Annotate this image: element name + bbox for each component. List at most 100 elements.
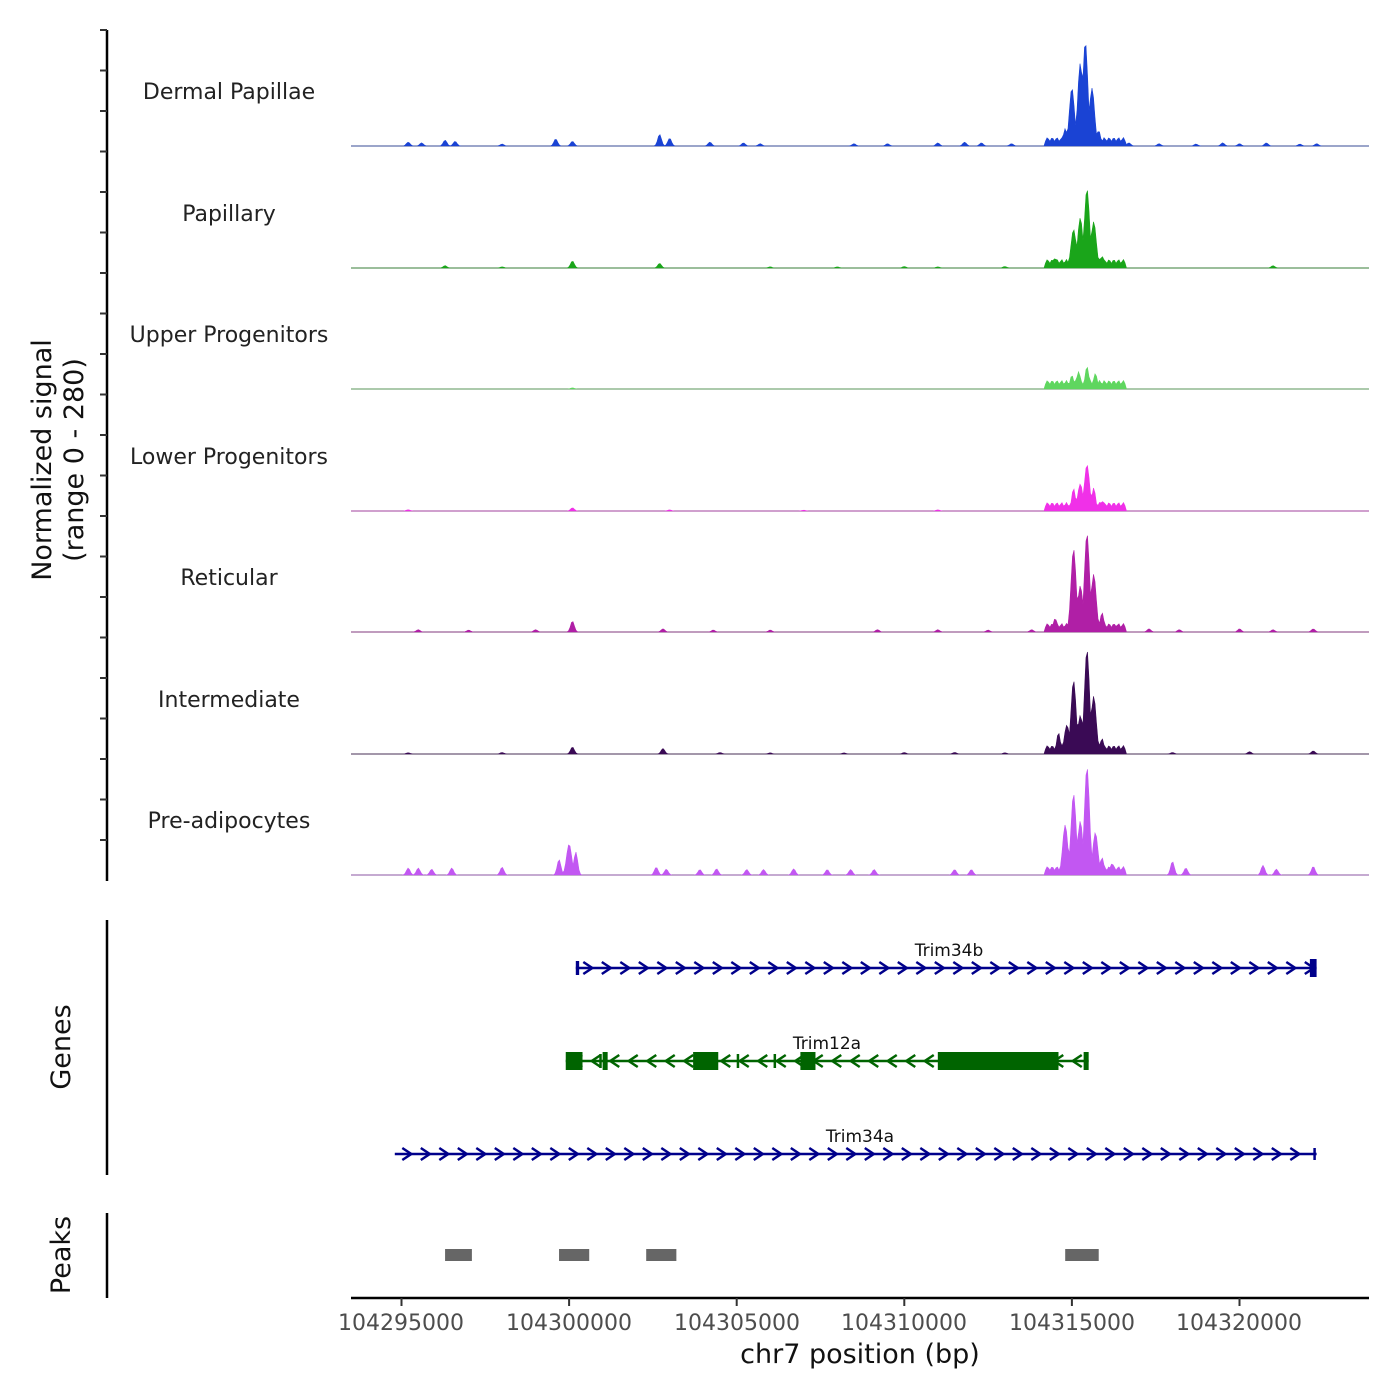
gene-model xyxy=(394,1146,1317,1162)
strand-arrow xyxy=(952,960,965,976)
strand-arrow xyxy=(656,960,669,976)
signal-tracks xyxy=(351,45,1369,876)
strand-arrow xyxy=(878,960,891,976)
strand-arrow xyxy=(679,1146,692,1162)
gene-exon xyxy=(575,961,580,975)
strand-arrow xyxy=(1267,960,1280,976)
strand-arrow xyxy=(848,1053,861,1069)
strand-arrow xyxy=(938,1146,951,1162)
x-tick-label: 104315000 xyxy=(1009,1311,1135,1336)
signal-area xyxy=(351,769,1369,876)
strand-arrow xyxy=(915,960,928,976)
strand-arrow xyxy=(1070,1053,1083,1069)
strand-arrow xyxy=(1104,1146,1117,1162)
strand-arrow xyxy=(716,1146,729,1162)
strand-arrow xyxy=(1230,960,1243,976)
x-axis-ticks xyxy=(400,1298,1241,1306)
signal-track xyxy=(351,769,1369,876)
signal-track xyxy=(351,190,1369,269)
strand-arrow xyxy=(512,1146,525,1162)
strand-arrow xyxy=(922,1053,935,1069)
strand-arrow xyxy=(1082,960,1095,976)
strand-arrow xyxy=(475,1146,488,1162)
strand-arrow xyxy=(1193,960,1206,976)
signal-track xyxy=(351,45,1369,147)
strand-arrow xyxy=(755,1053,768,1069)
y-axis-title-line1: Normalized signal xyxy=(27,339,58,581)
strand-arrow xyxy=(919,1146,932,1162)
track-label-dermal-papillae: Dermal Papillae xyxy=(143,80,315,105)
strand-arrow xyxy=(642,1146,655,1162)
strand-arrow xyxy=(1012,1146,1025,1162)
strand-arrow xyxy=(675,960,688,976)
strand-arrow xyxy=(494,1146,507,1162)
strand-arrow xyxy=(1211,960,1224,976)
x-axis-title: chr7 position (bp) xyxy=(740,1339,980,1370)
peak-region xyxy=(646,1249,677,1261)
strand-arrow xyxy=(589,1053,602,1069)
gene-exon xyxy=(1309,959,1317,977)
strand-arrow xyxy=(897,960,910,976)
strand-arrow xyxy=(712,960,725,976)
strand-arrow xyxy=(1049,1146,1062,1162)
strand-arrow xyxy=(753,1146,766,1162)
strand-arrow xyxy=(1252,1146,1265,1162)
strand-arrow xyxy=(1100,960,1113,976)
strand-arrow xyxy=(730,960,743,976)
strand-arrow xyxy=(774,1053,787,1069)
strand-arrow xyxy=(626,1053,639,1069)
strand-arrow xyxy=(767,960,780,976)
strand-arrow xyxy=(619,960,632,976)
strand-arrow xyxy=(718,1053,731,1069)
track-label-reticular: Reticular xyxy=(180,566,278,591)
strand-arrow xyxy=(823,960,836,976)
strand-arrow xyxy=(1123,1146,1136,1162)
strand-arrow xyxy=(1067,1146,1080,1162)
strand-arrow xyxy=(644,1053,657,1069)
gene-label-trim34b: Trim34b xyxy=(914,941,984,961)
strand-arrow xyxy=(1197,1146,1210,1162)
peak-region xyxy=(559,1249,590,1261)
gene-models xyxy=(394,959,1317,1162)
strand-arrow xyxy=(956,1146,969,1162)
strand-arrow xyxy=(790,1146,803,1162)
strand-arrow xyxy=(582,960,595,976)
strand-arrow xyxy=(934,960,947,976)
strand-arrow xyxy=(607,1053,620,1069)
signal-y-ticks xyxy=(100,29,107,841)
strand-arrow xyxy=(638,960,651,976)
gene-exon xyxy=(736,1054,740,1068)
strand-arrow xyxy=(1178,1146,1191,1162)
x-tick-label: 104305000 xyxy=(674,1311,800,1336)
gene-exon xyxy=(937,1052,1059,1070)
track-label-upper-progenitors: Upper Progenitors xyxy=(130,323,329,348)
strand-arrow xyxy=(749,960,762,976)
signal-track xyxy=(351,535,1369,633)
signal-track xyxy=(351,366,1369,390)
strand-arrow xyxy=(901,1146,914,1162)
strand-arrow xyxy=(808,1146,821,1162)
track-label-papillary: Papillary xyxy=(182,202,276,227)
signal-track xyxy=(351,464,1369,512)
gene-exon xyxy=(800,1052,816,1070)
strand-arrow xyxy=(993,1146,1006,1162)
signal-area xyxy=(351,464,1369,512)
track-label-pre-adipocytes: Pre-adipocytes xyxy=(148,809,311,834)
strand-arrow xyxy=(804,960,817,976)
gene-exon xyxy=(565,1052,583,1070)
strand-arrow xyxy=(1215,1146,1228,1162)
strand-arrow xyxy=(1248,960,1261,976)
y-axis-title-line2: (range 0 - 280) xyxy=(59,358,90,562)
x-tick-label: 104320000 xyxy=(1176,1311,1302,1336)
gene-label-trim34a: Trim34a xyxy=(825,1127,894,1147)
peak-region xyxy=(445,1249,472,1261)
strand-arrow xyxy=(975,1146,988,1162)
signal-area xyxy=(351,535,1369,633)
gene-exon xyxy=(599,1054,602,1068)
strand-arrow xyxy=(989,960,1002,976)
strand-arrow xyxy=(601,960,614,976)
strand-arrow xyxy=(903,1053,916,1069)
strand-arrow xyxy=(734,1146,747,1162)
strand-arrow xyxy=(1026,960,1039,976)
